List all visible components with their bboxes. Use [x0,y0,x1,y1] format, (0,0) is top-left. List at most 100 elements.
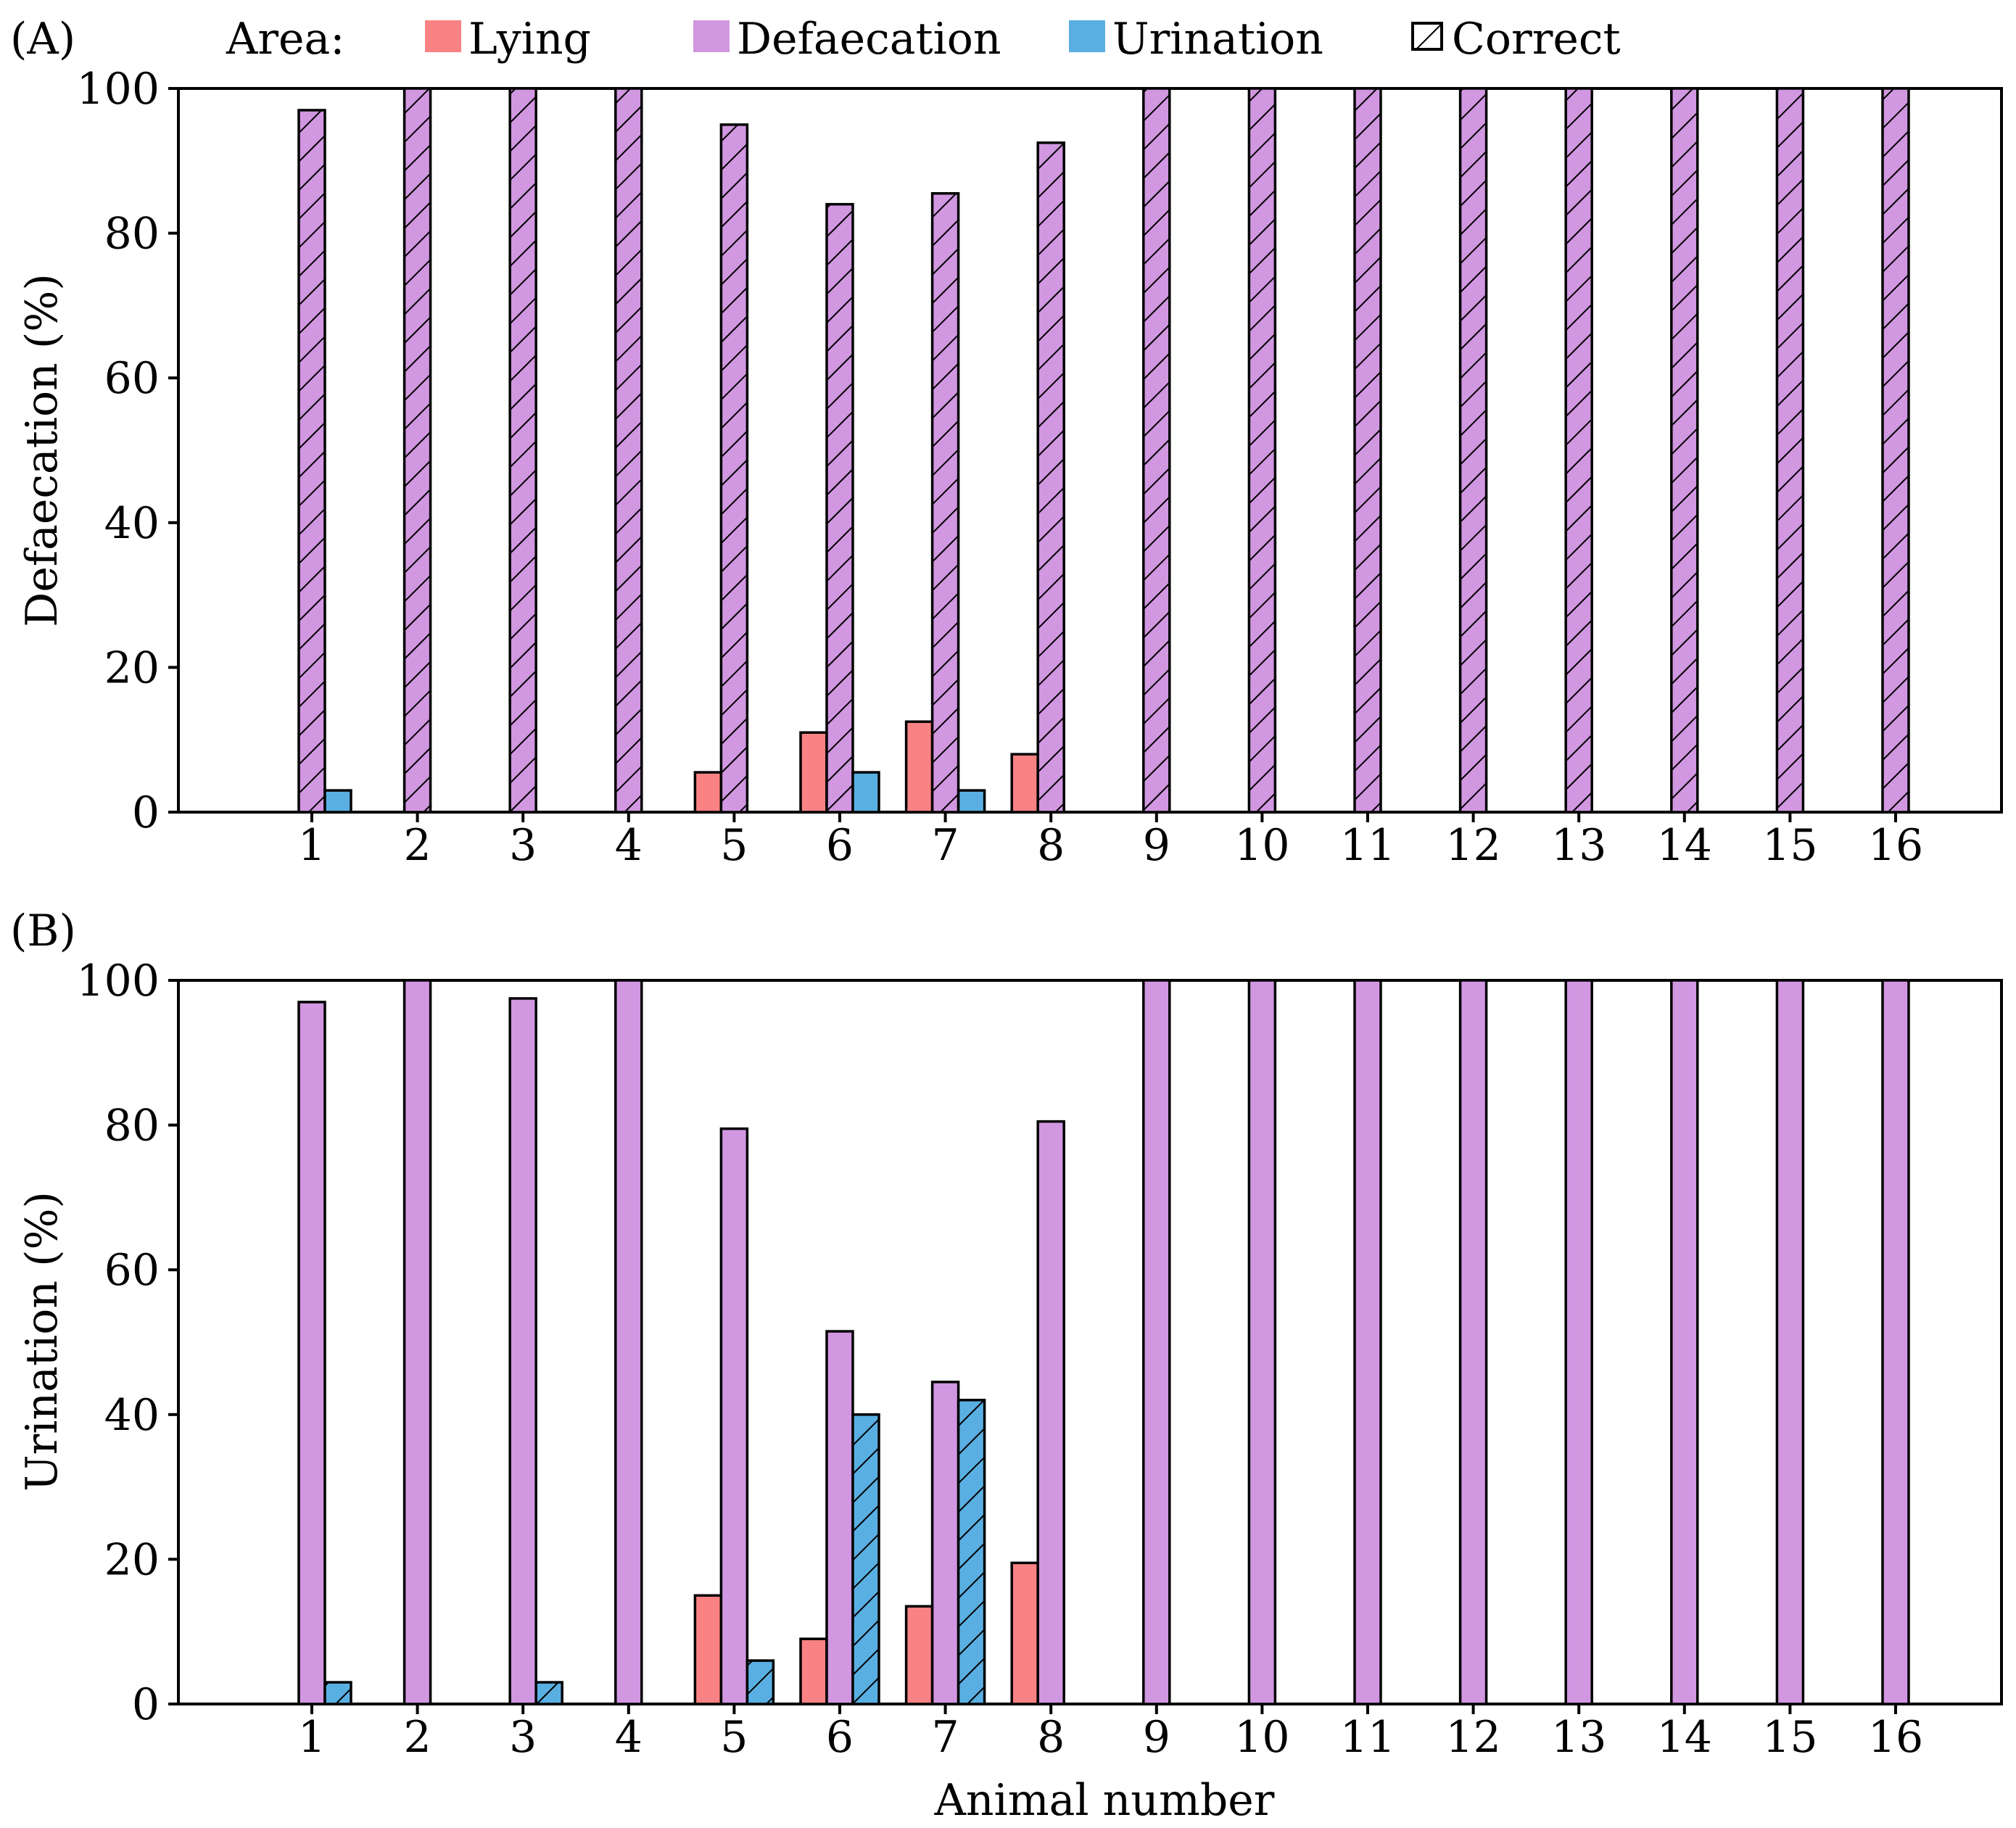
panel-a-bar-hatch-animal-11 [1355,88,1381,812]
panel-a-x-tick-label-8: 8 [1037,820,1065,871]
panel-a-bar-lying-animal-7 [904,720,934,814]
panel-b-bar-hatch-animal-3 [536,1682,563,1704]
panel-a-y-ticks: 0 20 40 60 80 100 [76,64,178,838]
panel-b-bar-defaecation-animal-7 [930,1381,960,1705]
panel-a-bar-lying-animal-5 [693,771,723,814]
panel-b-bar-defaecation-animal-11 [1353,979,1382,1705]
panel-a-bar-lying-animal-8 [1010,753,1039,814]
panel-b-y-tick-label-40: 40 [104,1390,160,1441]
panel-b-x-tick-label-6: 6 [826,1712,854,1763]
panel-b-x-tick-label-16: 16 [1868,1712,1923,1763]
panel-a-y-tick-label-0: 0 [132,787,160,838]
panel-a-bar-hatch-animal-2 [404,88,431,812]
panel-a-bar-hatch-animal-7 [932,193,959,813]
panel-a-bar-hatch-animal-13 [1566,88,1592,812]
legend-label-correct: Correct [1452,14,1621,65]
panel-b-x-tick-label-3: 3 [509,1712,537,1763]
panel-b-bar-hatch-animal-6 [853,1414,879,1704]
panel-a-x-tick-label-2: 2 [404,820,431,871]
panel-b-x-tick-label-7: 7 [932,1712,959,1763]
panel-b-bar-defaecation-animal-16 [1881,979,1910,1705]
panel-b-bar-hatch-animal-1 [325,1682,351,1704]
legend-title: Area: [226,14,345,65]
legend-label-defaecation: Defaecation [737,14,1001,65]
panel-a-bar-hatch-animal-3 [510,88,537,812]
panel-b-label: (B) [10,906,76,956]
panel-b-bar-defaecation-animal-15 [1775,979,1805,1705]
panel-a-x-tick-label-12: 12 [1445,820,1500,871]
legend-item-lying: Lying [425,14,591,65]
panel-a-x-tick-label-7: 7 [932,820,959,871]
panel-b-bar-lying-animal-6 [799,1637,828,1705]
panel-a-bar-hatch-animal-1 [299,109,325,812]
panel-a-x-tick-label-13: 13 [1551,820,1606,871]
panel-b-bar-defaecation-animal-6 [825,1330,854,1705]
panel-a-bar-hatch-animal-4 [615,88,642,812]
panel-b-bar-defaecation-animal-14 [1670,979,1699,1705]
panel-b-bars [297,979,1910,1705]
legend-item-correct: Correct [1411,14,1621,65]
panel-a-bar-hatch-animal-5 [721,124,748,812]
panel-b-bar-lying-animal-7 [904,1605,934,1705]
panel-b-bar-lying-animal-8 [1010,1561,1039,1705]
panel-a-x-tick-label-15: 15 [1762,820,1817,871]
panel-b-x-tick-label-10: 10 [1234,1712,1289,1763]
panel-b-x-tick-label-4: 4 [615,1712,643,1763]
panel-b-bar-hatch-animal-7 [958,1399,985,1704]
panel-b-y-tick-label-80: 80 [104,1101,160,1151]
panel-a-bar-hatch-animal-8 [1038,142,1065,813]
panel-a-x-tick-label-16: 16 [1868,820,1923,871]
panel-a-label: (A) [10,14,75,65]
panel-b-x-tick-label-12: 12 [1445,1712,1500,1763]
panel-a-x-tick-label-9: 9 [1143,820,1170,871]
panel-b-y-ticks: 0 20 40 60 80 100 [76,956,178,1730]
panel-a-x-tick-label-3: 3 [509,820,537,871]
panel-a-x-ticks: 1 2 3 4 5 6 7 8 9 10 11 12 13 14 15 16 [298,812,1923,871]
panel-b-bar-lying-animal-5 [693,1594,723,1705]
panel-b-y-tick-label-0: 0 [132,1679,160,1730]
x-axis-label: Animal number [934,1775,1275,1826]
panel-b-bar-defaecation-animal-13 [1564,979,1593,1705]
panel-a-bar-hatch-animal-9 [1143,88,1170,812]
panel-a-bar-urination-animal-6 [851,771,880,814]
legend-swatch-defaecation [693,20,730,52]
legend-swatch-correct [1411,22,1443,51]
panel-b-bar-defaecation-animal-8 [1036,1120,1065,1705]
panel-a-plot-frame [177,87,2003,814]
panel-a-x-tick-label-4: 4 [615,820,643,871]
panel-b-x-tick-label-15: 15 [1762,1712,1817,1763]
panel-b-bar-defaecation-animal-10 [1247,979,1277,1705]
panel-b-bar-defaecation-animal-5 [719,1127,749,1705]
panel-b-x-tick-label-2: 2 [404,1712,431,1763]
panel-b-x-tick-label-11: 11 [1340,1712,1395,1763]
legend: Area: Lying Defaecation Urination Correc… [226,14,1621,65]
panel-b-x-tick-label-13: 13 [1551,1712,1606,1763]
legend-swatch-lying [425,20,461,52]
panel-a-x-tick-label-5: 5 [720,820,748,871]
panel-b-x-tick-label-14: 14 [1657,1712,1712,1763]
panel-b-y-axis-label: Urination (%) [17,1191,67,1492]
panel-b-x-tick-label-1: 1 [298,1712,326,1763]
panel-b-x-tick-label-5: 5 [720,1712,748,1763]
panel-a-y-axis-label: Defaecation (%) [17,273,67,626]
panel-b-bar-defaecation-animal-4 [614,979,643,1705]
panel-a-x-tick-label-10: 10 [1234,820,1289,871]
panel-a-bar-lying-animal-6 [799,731,828,814]
panel-b-y-tick-label-60: 60 [104,1245,160,1296]
panel-a-y-tick-label-20: 20 [104,642,160,693]
panel-a-y-tick-label-100: 100 [76,64,160,115]
panel-a-bar-urination-animal-1 [323,789,352,814]
panel-a-bar-hatch-animal-16 [1883,88,1909,812]
panel-a-x-tick-label-6: 6 [826,820,854,871]
panel-a-bar-hatch-animal-10 [1249,88,1276,812]
panel-b-bar-defaecation-animal-3 [508,997,537,1705]
panel-a-bar-hatch-animal-6 [827,204,853,812]
legend-item-defaecation: Defaecation [693,14,1001,65]
panel-b-x-tick-label-8: 8 [1037,1712,1065,1763]
panel-a-bar-hatch-animal-12 [1460,88,1487,812]
panel-a-bar-hatch-animal-15 [1777,88,1804,812]
panel-b-bar-defaecation-animal-9 [1142,979,1171,1705]
